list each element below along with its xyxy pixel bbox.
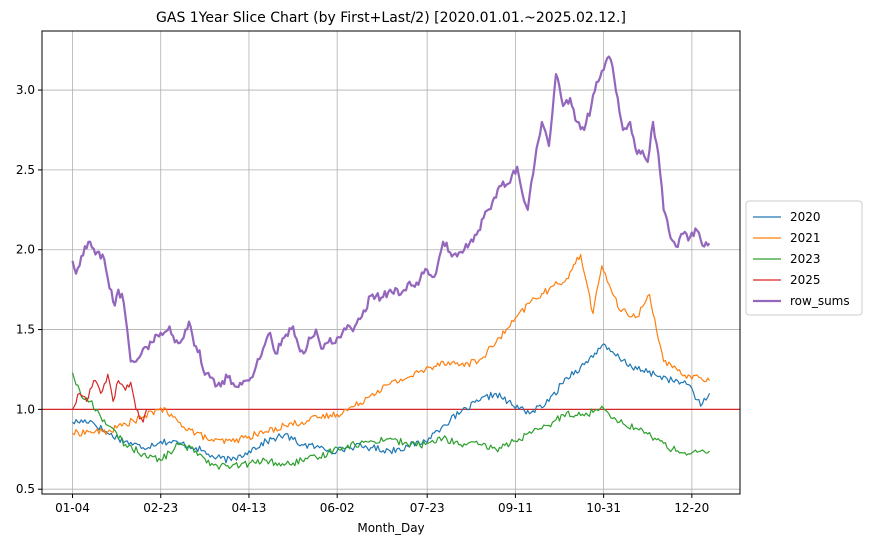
x-tick-label: 07-23 (410, 501, 445, 515)
y-tick-label: 3.0 (16, 83, 35, 97)
plot-frame (41, 30, 741, 495)
y-tick-label: 2.0 (16, 243, 35, 257)
x-axis: 01-04 02-23 04-13 06-02 07-23 09-11 10-31 12-20 (55, 494, 709, 515)
x-tick-label: 10-31 (586, 501, 621, 515)
series-line-row-sums (71, 55, 711, 389)
legend-box (745, 200, 863, 316)
legend-label-2023: 2023 (790, 252, 821, 266)
legend: 2020 2021 2023 2025 row_sums (745, 200, 863, 316)
series-line-2023 (71, 372, 710, 470)
legend-entries: 2020 2021 2023 2025 row_sums (753, 210, 850, 308)
y-axis: 0.5 1.0 1.5 2.0 2.5 3.0 (16, 83, 42, 496)
series-layer (71, 55, 711, 470)
x-tick-label: 01-04 (55, 501, 90, 515)
y-tick-label: 2.5 (16, 163, 35, 177)
x-tick-label: 04-13 (232, 501, 267, 515)
y-tick-label: 0.5 (16, 482, 35, 496)
legend-label-2025: 2025 (790, 273, 821, 287)
series-line-2025 (71, 373, 148, 423)
x-tick-label: 12-20 (674, 501, 709, 515)
chart-title: GAS 1Year Slice Chart (by First+Last/2) … (156, 10, 626, 26)
x-tick-label: 09-11 (498, 501, 533, 515)
y-tick-label: 1.0 (16, 402, 35, 416)
series-line-2021 (72, 253, 710, 444)
legend-label-2020: 2020 (790, 210, 821, 224)
x-tick-label: 02-23 (143, 501, 178, 515)
x-axis-label: Month_Day (357, 521, 424, 535)
legend-label-2021: 2021 (790, 231, 821, 245)
legend-label-row-sums: row_sums (790, 294, 850, 308)
x-tick-label: 06-02 (320, 501, 355, 515)
y-tick-label: 1.5 (16, 323, 35, 337)
series-line-2020 (72, 343, 711, 464)
grid-layer (42, 31, 740, 494)
